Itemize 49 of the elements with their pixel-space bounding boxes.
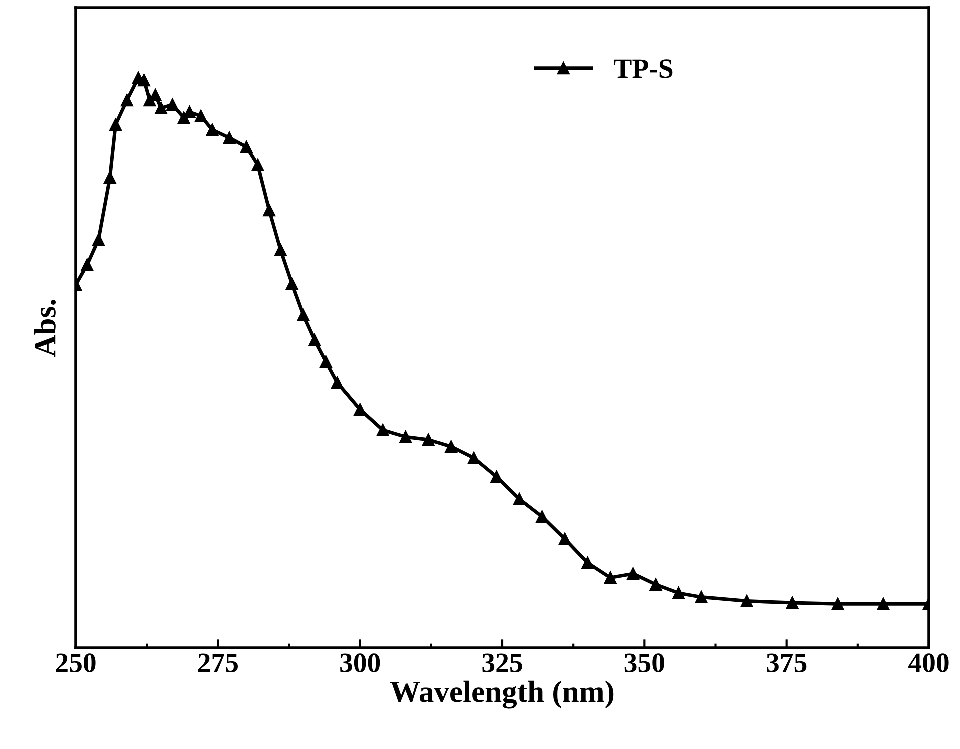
point	[445, 440, 458, 454]
point	[468, 452, 480, 464]
x-tick-label: 325	[482, 654, 522, 672]
x-axis-title: Wavelength (nm)	[390, 680, 614, 709]
x-tick-label: 250	[56, 654, 96, 672]
point	[376, 424, 390, 437]
point	[194, 110, 208, 123]
point	[400, 430, 412, 444]
point	[223, 132, 236, 144]
point	[104, 172, 116, 184]
x-tick-label: 300	[340, 654, 380, 672]
point	[490, 470, 504, 484]
point	[558, 532, 572, 546]
point	[832, 598, 844, 610]
point	[877, 598, 890, 610]
point	[513, 493, 526, 506]
point	[320, 356, 332, 368]
point	[166, 98, 179, 112]
point	[206, 124, 219, 136]
point	[297, 308, 310, 322]
x-tick-label: 400	[908, 654, 949, 672]
point	[92, 234, 105, 246]
point	[536, 510, 549, 524]
x-tick-label: 375	[767, 654, 807, 672]
point	[138, 74, 150, 87]
point	[695, 591, 708, 604]
point	[155, 102, 168, 115]
point	[81, 258, 94, 272]
point	[308, 334, 322, 347]
point	[252, 159, 264, 172]
point	[286, 278, 298, 290]
point	[274, 244, 287, 256]
point	[740, 595, 754, 608]
point	[786, 596, 799, 610]
point	[120, 94, 134, 107]
point	[650, 578, 662, 591]
legend-label: TP-S	[614, 60, 673, 78]
point	[672, 587, 686, 600]
point	[422, 434, 435, 446]
x-tick-label: 275	[198, 654, 238, 672]
point	[110, 118, 122, 132]
point	[240, 140, 253, 154]
point	[331, 376, 344, 390]
x-tick-label: 350	[624, 654, 664, 672]
point	[604, 572, 617, 584]
point	[263, 204, 276, 217]
point	[627, 568, 640, 580]
y-axis-title: Abs.	[34, 300, 56, 357]
point	[582, 556, 594, 570]
